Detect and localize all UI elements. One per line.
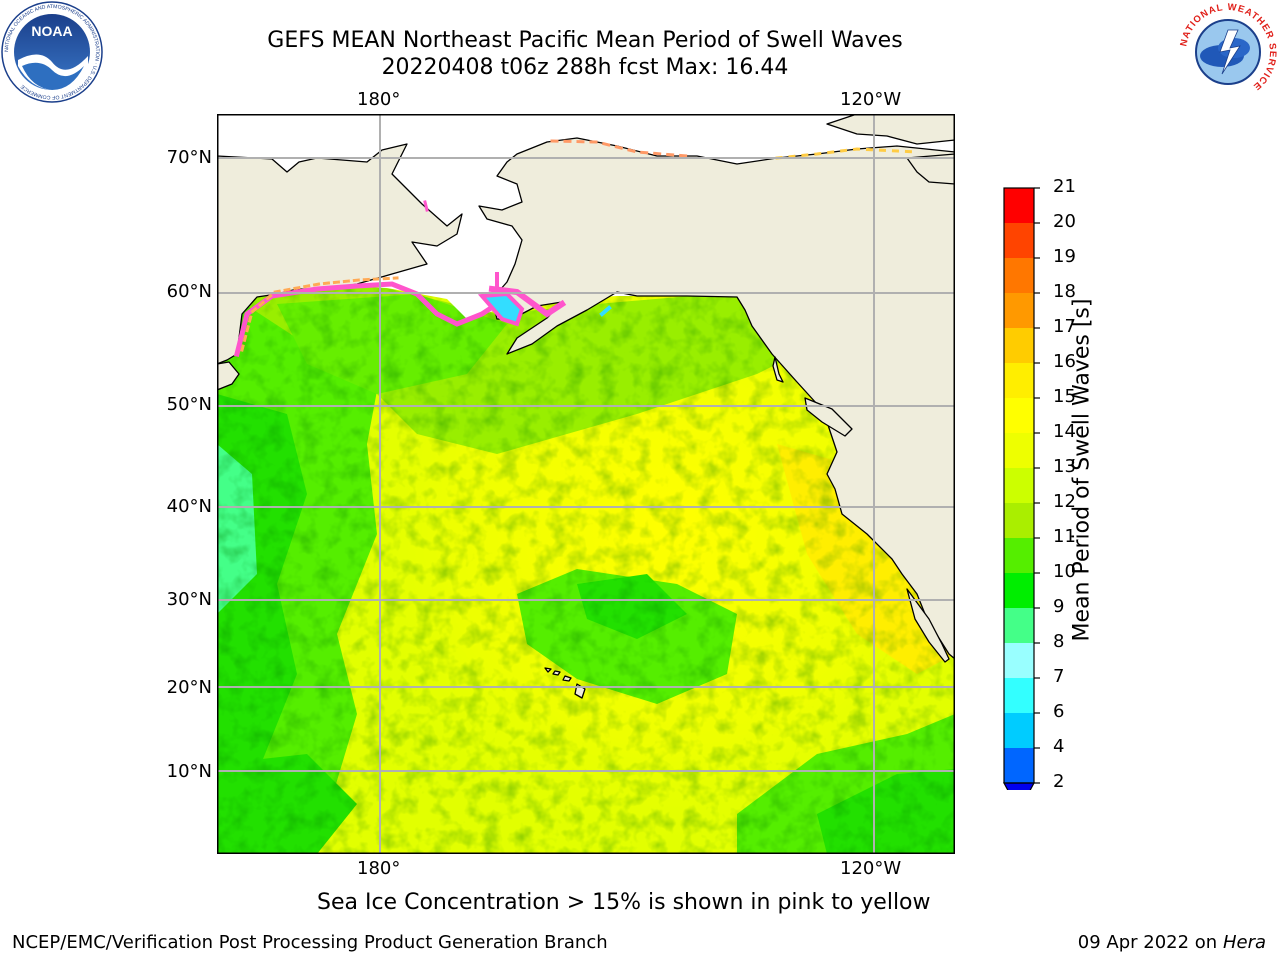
colorbar-tick-label: 10 [1053,561,1076,582]
lat-label-50n: 50°N [166,394,212,415]
nws-logo: NATIONAL WEATHER SERVICE [1178,2,1277,100]
colorbar-segment [1004,643,1034,678]
colorbar-tick-label: 20 [1053,211,1076,232]
alaska-land [478,137,955,854]
swell-period-map [217,114,955,854]
colorbar-segment [1004,363,1034,398]
lat-label-40n: 40°N [166,496,212,517]
colorbar-segment [1004,503,1034,538]
graticule [217,114,955,854]
colorbar-segment [1004,713,1034,748]
colorbar-segment [1004,748,1034,783]
lat-label-20n: 20°N [166,677,212,698]
colorbar-tick-label: 2 [1053,771,1065,792]
colorbar-segment [1004,573,1034,608]
lon-label-top-120w: 120°W [840,89,902,110]
colorbar-segment [1004,433,1034,468]
chart-subtitle: 20220408 t06z 288h fcst Max: 16.44 [381,55,789,80]
colorbar-tick-label: 7 [1053,666,1065,687]
colorbar-segment [1004,538,1034,573]
lon-label-bottom-180: 180° [357,858,401,879]
colorbar-tick-label: 15 [1053,386,1076,407]
lat-label-70n: 70°N [166,147,212,168]
colorbar-segment [1004,188,1034,223]
colorbar-tick-label: 6 [1053,701,1065,722]
footer-date-text: 09 Apr 2022 on [1077,932,1223,953]
colorbar-under-arrow [1002,782,1036,790]
sea-ice-note: Sea Ice Concentration > 15% is shown in … [317,890,931,915]
colorbar [1002,187,1040,790]
colorbar-segment [1004,398,1034,433]
colorbar-tick-label: 13 [1053,456,1076,477]
colorbar-segment [1004,678,1034,713]
chart-title: GEFS MEAN Northeast Pacific Mean Period … [267,28,903,53]
colorbar-tick-label: 8 [1053,631,1065,652]
sea-ice-edge [233,139,919,358]
colorbar-tick-label: 19 [1053,246,1076,267]
footer-branch: NCEP/EMC/Verification Post Processing Pr… [12,932,608,953]
siberia-land [217,143,463,365]
colorbar-segment [1004,293,1034,328]
colorbar-tick-label: 21 [1053,176,1076,197]
colorbar-tick-label: 9 [1053,596,1065,617]
lon-label-top-180: 180° [357,89,401,110]
colorbar-segment [1004,223,1034,258]
colorbar-segment [1004,258,1034,293]
lat-label-10n: 10°N [166,761,212,782]
colorbar-tick-label: 16 [1053,351,1076,372]
colorbar-segment [1004,468,1034,503]
footer-machine: Hera [1222,932,1266,953]
colorbar-tick-label: 4 [1053,736,1065,757]
colorbar-tick-label: 11 [1053,526,1076,547]
lat-label-60n: 60°N [166,281,212,302]
colorbar-tick-label: 18 [1053,281,1076,302]
colorbar-tick-label: 14 [1053,421,1076,442]
lat-label-30n: 30°N [166,589,212,610]
footer-date: 09 Apr 2022 on Hera [1078,932,1266,953]
colorbar-tick-label: 17 [1053,316,1076,337]
lon-label-bottom-120w: 120°W [840,858,902,879]
svg-text:NOAA: NOAA [31,23,72,39]
colorbar-segment [1004,608,1034,643]
colorbar-segment [1004,328,1034,363]
noaa-logo: NOAA NATIONAL OCEANIC AND ATMOSPHERIC AD… [1,1,103,103]
colorbar-label: Mean Period of Swell Waves [s] [1069,298,1095,642]
landmasses [217,114,955,854]
colorbar-tick-label: 12 [1053,491,1076,512]
